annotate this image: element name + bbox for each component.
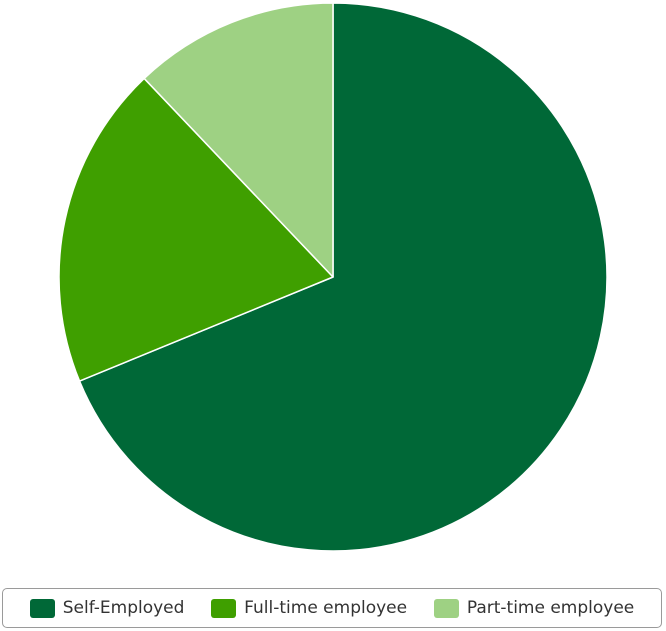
legend-item-full-time-employee[interactable]: Full-time employee <box>211 598 407 618</box>
pie-slice-part-time-employee[interactable] <box>143 2 334 278</box>
pie-slice-full-time-employee[interactable] <box>58 77 334 382</box>
pie-chart <box>58 2 608 552</box>
legend-label-full-time-employee: Full-time employee <box>244 598 408 618</box>
pie-slice-self-employed[interactable] <box>78 2 608 552</box>
legend-item-part-time-employee[interactable]: Part-time employee <box>433 598 635 618</box>
legend-swatch-self-employed <box>29 598 55 618</box>
legend-label-self-employed: Self-Employed <box>62 598 185 618</box>
legend-label-part-time-employee: Part-time employee <box>466 598 635 618</box>
legend-item-self-employed[interactable]: Self-Employed <box>29 598 185 618</box>
legend-swatch-part-time-employee <box>433 598 459 618</box>
legend-swatch-full-time-employee <box>211 598 237 618</box>
legend: Self-Employed Full-time employee Part-ti… <box>2 588 662 628</box>
